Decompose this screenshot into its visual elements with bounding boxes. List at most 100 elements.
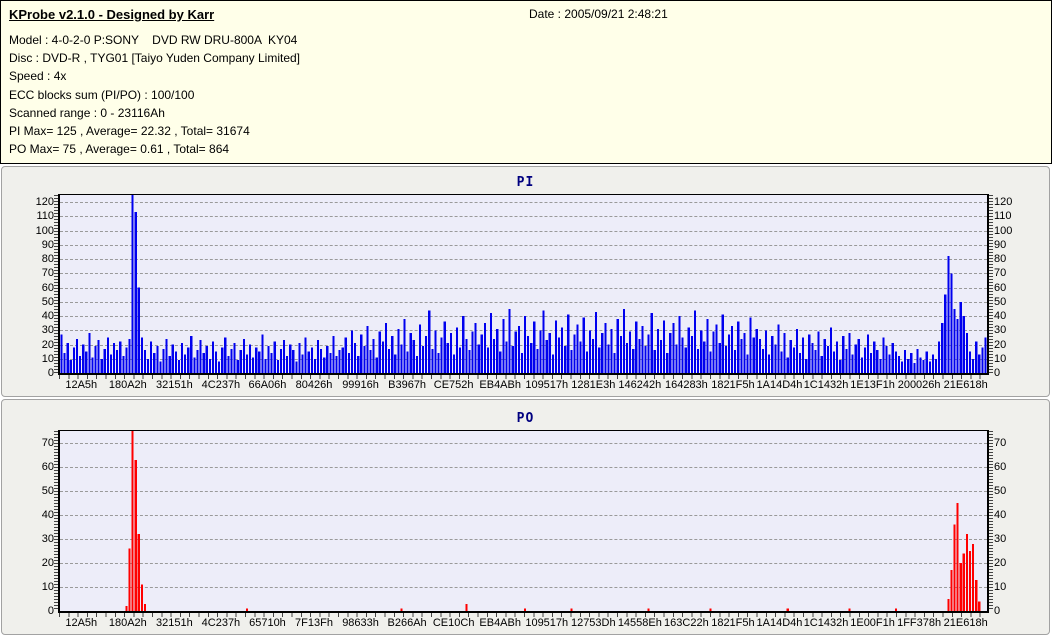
bar — [672, 323, 675, 373]
x-tick-label: 1E00F1h — [850, 617, 895, 629]
bar — [282, 340, 286, 373]
bar — [539, 330, 542, 373]
x-tick-label: EB4ABh — [479, 617, 521, 629]
bar — [131, 431, 134, 611]
bar — [743, 333, 746, 373]
bar — [153, 353, 156, 373]
bar — [391, 335, 394, 373]
po-stats-line: PO Max= 75 , Average= 0.61 , Total= 864 — [9, 142, 230, 157]
bar — [795, 328, 799, 373]
bar — [941, 323, 944, 373]
y-tick-label: 60 — [994, 461, 1007, 473]
bar — [622, 308, 626, 373]
bar — [187, 347, 190, 373]
y-tick-label: 70 — [41, 436, 54, 449]
bar — [366, 326, 369, 373]
gridlines — [60, 431, 987, 611]
bar — [66, 343, 69, 373]
bar — [582, 317, 585, 373]
bar — [190, 335, 193, 373]
bar — [551, 354, 554, 373]
xaxis-labels: 12A5h 180A2h 32151h 4C237h 65710h 7F13Fh 98633… — [58, 617, 989, 630]
x-tick-label: CE752h — [433, 379, 474, 391]
gridline — [60, 202, 987, 204]
bar — [891, 343, 894, 373]
bar — [870, 353, 873, 373]
x-tick-label: 109517h — [525, 379, 569, 391]
y-tick-label: 70 — [41, 267, 54, 280]
x-tick-label: 12A5h — [65, 617, 98, 629]
bar — [678, 316, 681, 373]
bar — [480, 334, 483, 373]
y-tick-label: 110 — [36, 210, 54, 223]
bar — [286, 355, 289, 373]
gridline — [60, 515, 987, 516]
bar — [638, 338, 641, 373]
bar — [548, 333, 551, 373]
bar — [140, 337, 143, 373]
bar — [928, 361, 931, 373]
y-tick-label: 30 — [994, 533, 1007, 545]
bar — [205, 345, 208, 373]
yaxis-right: 0 10 20 30 40 50 60 70 80 90 100 110 120 — [994, 195, 1034, 379]
gridline — [60, 273, 987, 275]
bar — [298, 343, 301, 373]
bar — [659, 340, 663, 373]
bar — [972, 543, 975, 611]
bar — [848, 608, 851, 611]
bar — [273, 341, 276, 373]
bar — [916, 348, 919, 373]
bar — [783, 333, 786, 373]
bar — [576, 324, 579, 373]
x-tick-label: 1FF378h — [897, 617, 942, 629]
bar — [829, 327, 833, 373]
bar — [122, 355, 125, 373]
bar — [137, 534, 140, 611]
bar — [227, 355, 230, 373]
bar — [561, 327, 564, 373]
model-line: Model : 4-0-2-0 P:SONY DVD RW DRU-800A K… — [9, 33, 298, 47]
y-tick-label: 100 — [35, 224, 54, 237]
disc-line: Disc : DVD-R , TYG01 [Taiyo Yuden Compan… — [9, 51, 301, 66]
bar — [517, 326, 520, 373]
y-tick-label: 10 — [41, 580, 54, 593]
bar — [907, 358, 910, 373]
bar — [746, 354, 749, 373]
speed-line: Speed : 4x — [9, 69, 67, 84]
bar — [134, 212, 137, 373]
bar — [304, 337, 307, 373]
bar — [295, 361, 298, 373]
bar — [814, 350, 817, 373]
bar — [350, 330, 354, 373]
bar — [842, 335, 845, 373]
bar — [588, 330, 592, 373]
bar — [258, 351, 261, 373]
y-tick-label: 60 — [41, 281, 54, 294]
bar — [965, 534, 968, 611]
bar — [761, 348, 765, 373]
bar — [171, 344, 174, 373]
yaxis-left-ticks — [54, 431, 58, 611]
bar — [978, 601, 981, 611]
yaxis-right: 0 10 20 30 40 50 60 70 — [994, 431, 1034, 617]
bar — [499, 351, 502, 373]
bar — [564, 345, 567, 373]
bar — [972, 358, 975, 373]
gridline — [60, 563, 987, 564]
bar — [245, 608, 249, 611]
gridline — [60, 491, 987, 492]
x-tick-label: 180A2h — [108, 379, 147, 391]
bar — [968, 351, 972, 373]
bar — [684, 347, 687, 373]
bar — [477, 344, 480, 373]
y-tick-label: 70 — [994, 267, 1007, 280]
y-tick-label: 40 — [994, 310, 1007, 323]
bar — [737, 321, 740, 373]
y-tick-label: 60 — [41, 461, 54, 473]
bar — [959, 301, 962, 373]
bar — [557, 337, 561, 373]
xaxis-labels: 12A5h 180A2h 32151h 4C237h 66A06h 80426h 99916… — [58, 379, 989, 392]
bar — [301, 354, 304, 373]
bar — [289, 344, 292, 373]
bar — [400, 608, 403, 611]
